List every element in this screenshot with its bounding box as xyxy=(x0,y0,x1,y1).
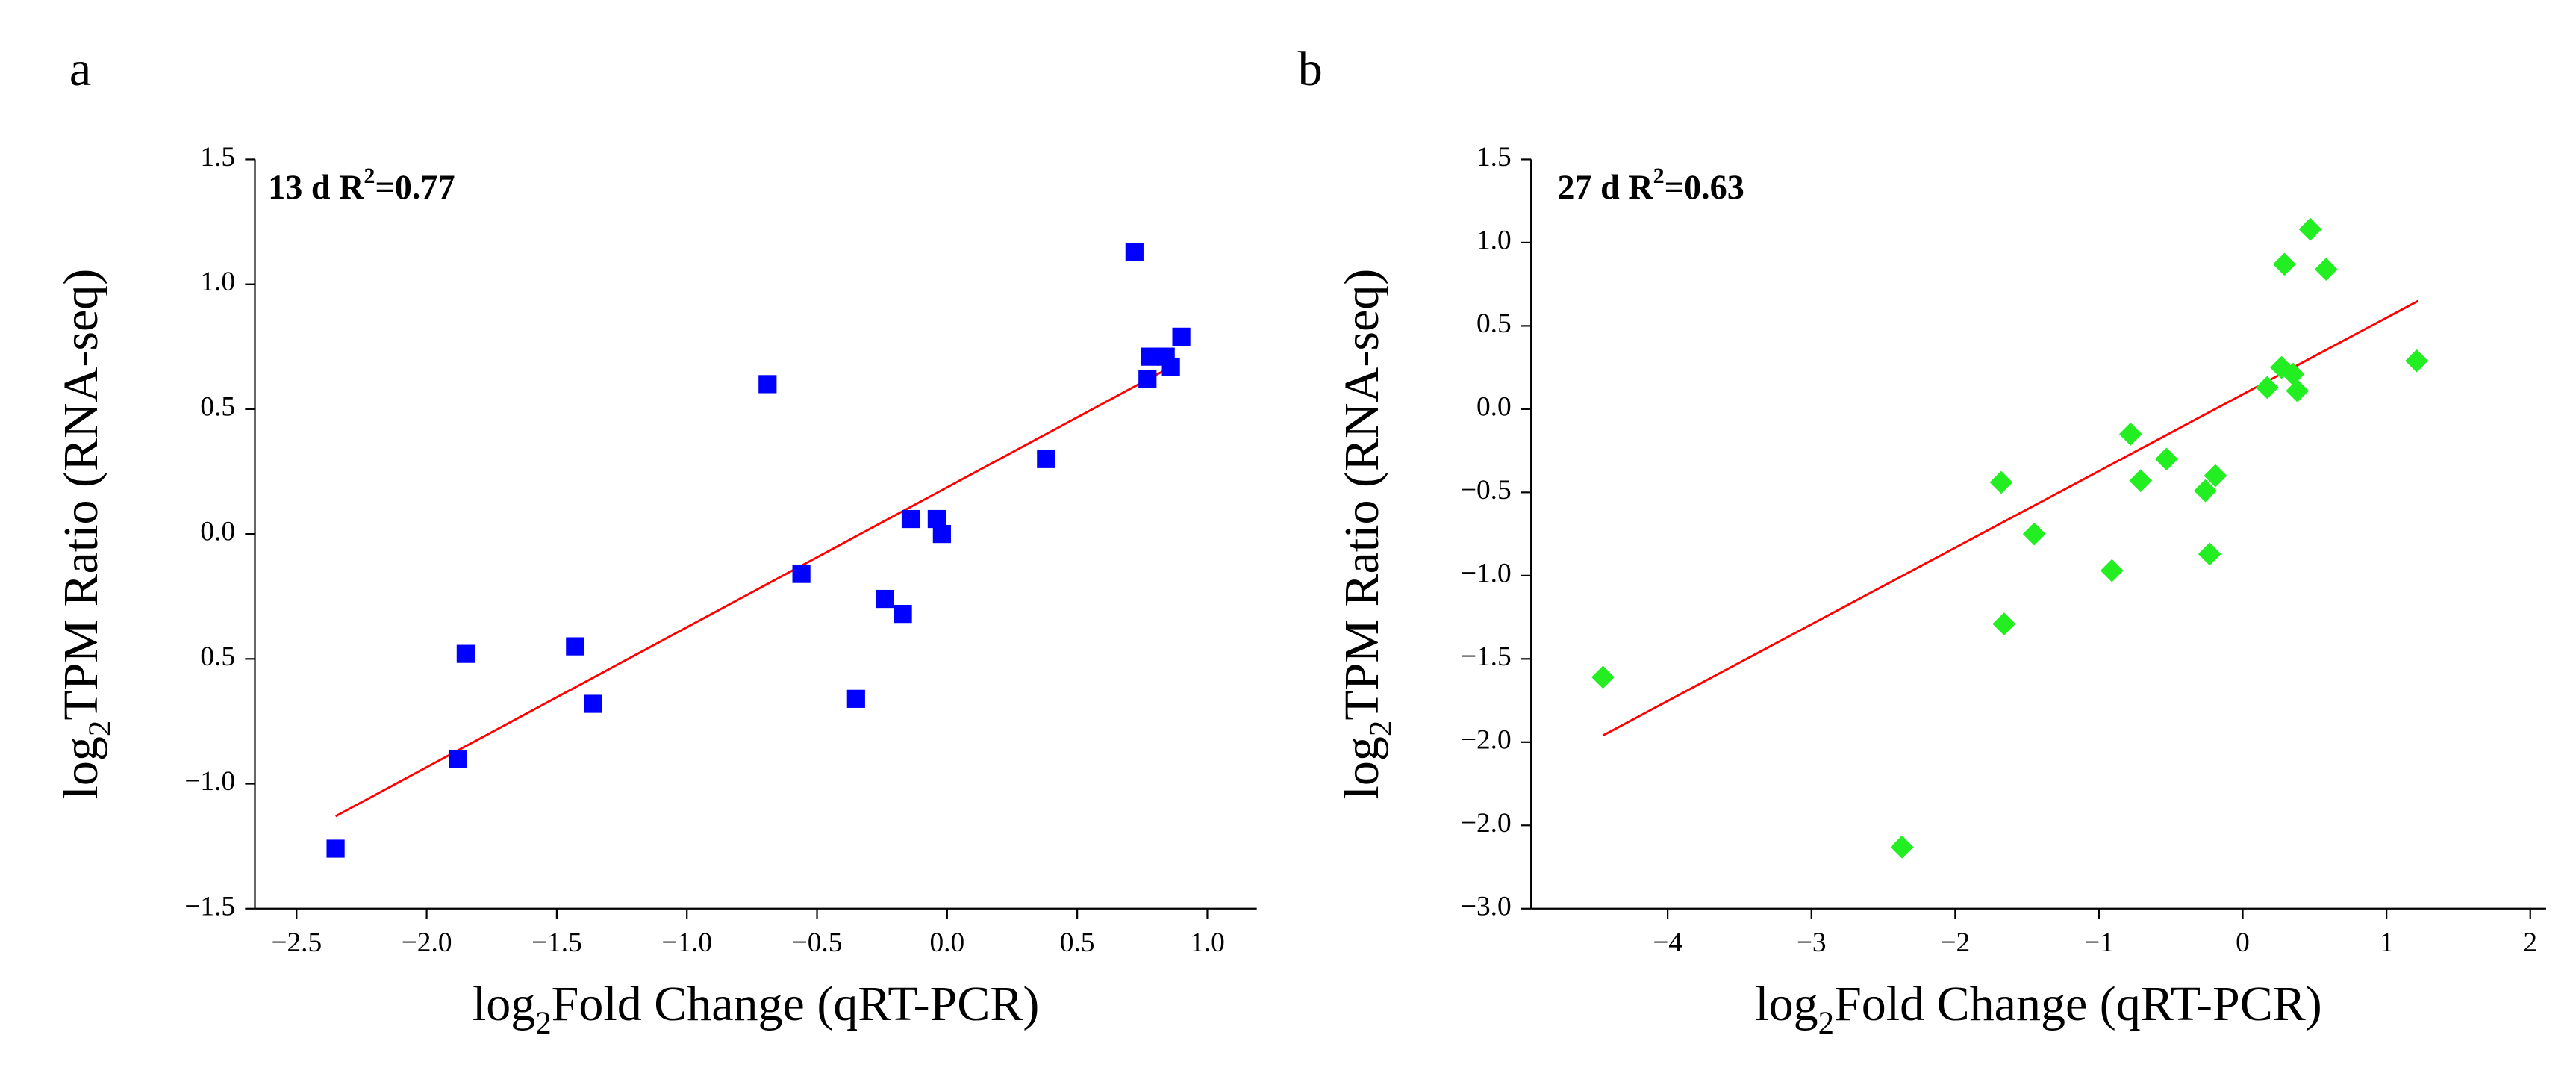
y-tick-label: −1.5 xyxy=(1461,641,1512,672)
chart-panel: b 1.5 1.0 0.5 0.0 −0.5 −1.0 −1.5 −2.0 −2.0 −3.0 −4 −… xyxy=(1298,42,2546,1041)
annotation-part: =0.77 xyxy=(375,168,455,206)
point xyxy=(1591,665,1615,689)
y-tick-label: −3.0 xyxy=(1461,891,1512,921)
y-axis-label-part: TPM Ratio (RNA-seq) xyxy=(54,269,108,721)
x-tick-label: −1.5 xyxy=(531,927,582,958)
x-axis-label-part: log xyxy=(1755,977,1818,1031)
annotation-part: 2 xyxy=(364,164,375,189)
point xyxy=(876,589,894,609)
annotation: 27 d R2=0.63 xyxy=(1557,164,1744,206)
point xyxy=(1138,370,1157,388)
x-tick-label: 1.0 xyxy=(1190,927,1225,958)
fit-line xyxy=(334,363,1177,818)
point xyxy=(1037,450,1055,468)
annotation-part: =0.63 xyxy=(1665,168,1744,206)
x-tick-label: −1 xyxy=(2084,927,2114,958)
x-axis-label-part: Fold Change (qRT-PCR) xyxy=(552,977,1040,1031)
panel-label: b xyxy=(1298,42,1323,96)
x-axis-label-part: 2 xyxy=(535,1006,551,1041)
point xyxy=(2022,522,2046,546)
point xyxy=(1161,357,1180,376)
point xyxy=(1172,327,1191,346)
annotation-part: 2 xyxy=(1653,164,1665,189)
x-tick-label: −3 xyxy=(1797,927,1827,958)
point xyxy=(1125,243,1144,261)
x-tick-label: 0.0 xyxy=(929,927,964,958)
y-tick-label: −1.0 xyxy=(1461,558,1512,588)
point xyxy=(2314,258,2338,281)
point xyxy=(846,689,865,708)
y-tick-label: −0.5 xyxy=(1461,475,1512,506)
point xyxy=(2155,447,2178,471)
point xyxy=(932,524,951,544)
y-tick-label: 1.0 xyxy=(1476,225,1512,255)
y-tick-label: 1.5 xyxy=(1476,142,1512,172)
x-axis-label-part: log xyxy=(473,977,535,1031)
y-tick-label: −1.0 xyxy=(184,766,235,797)
point xyxy=(2118,422,2142,446)
point xyxy=(2286,379,2310,402)
point xyxy=(584,694,602,713)
y-tick-label: −1.5 xyxy=(184,891,235,921)
y-axis-label: log2TPM Ratio (RNA-seq) xyxy=(54,269,118,800)
x-tick-label: 1 xyxy=(2380,927,2394,958)
y-axis-label-part: TPM Ratio (RNA-seq) xyxy=(1335,269,1389,721)
x-axis-label-part: Fold Change (qRT-PCR) xyxy=(1834,977,2322,1031)
point xyxy=(2281,362,2305,386)
x-axis-label: log2Fold Change (qRT-PCR) xyxy=(473,977,1039,1041)
y-tick-label: 0.5 xyxy=(200,391,235,422)
x-tick-label: −4 xyxy=(1653,927,1682,958)
y-tick-label: −2.0 xyxy=(1461,724,1512,755)
y-tick-label: 0.0 xyxy=(200,517,235,547)
point xyxy=(894,605,912,624)
point xyxy=(2198,542,2221,566)
point xyxy=(2255,376,2279,400)
x-axis-label: log2Fold Change (qRT-PCR) xyxy=(1755,977,2321,1041)
annotation-part: 27 d R xyxy=(1557,168,1653,206)
y-axis-label-part: log xyxy=(1335,736,1389,799)
y-tick-label: −2.0 xyxy=(1461,808,1512,839)
x-tick-label: −2.0 xyxy=(402,927,452,958)
x-tick-label: 0 xyxy=(2236,927,2250,958)
x-tick-label: −1.0 xyxy=(661,927,712,958)
y-axis-label-part: log xyxy=(54,736,108,799)
point xyxy=(792,565,811,583)
point xyxy=(2100,559,2124,582)
y-tick-label: 1.0 xyxy=(200,267,235,297)
x-tick-label: −2 xyxy=(1940,927,1970,958)
y-tick-label: 0.5 xyxy=(1476,308,1512,339)
annotation-part: 13 d R xyxy=(268,168,364,206)
x-tick-label: −2.5 xyxy=(271,927,322,958)
panel-label: a xyxy=(69,42,91,96)
y-tick-label: 0.0 xyxy=(1476,391,1512,422)
point xyxy=(2272,252,2296,276)
point xyxy=(2298,217,2322,241)
x-tick-label: −0.5 xyxy=(792,927,843,958)
point xyxy=(326,839,345,858)
chart-panel: a 1.5 1.0 0.5 0.0 0.5 −1.0 −1.5 −2.5 −2.0 −1.5 −1.0… xyxy=(54,42,1257,1041)
point xyxy=(1992,612,2016,635)
point xyxy=(449,749,467,768)
point xyxy=(1890,835,1914,859)
point xyxy=(2405,349,2428,373)
y-tick-label: 1.5 xyxy=(200,142,235,172)
point xyxy=(566,637,584,656)
y-axis-label: log2TPM Ratio (RNA-seq) xyxy=(1335,269,1399,800)
y-axis-label-part: 2 xyxy=(1364,721,1399,736)
x-tick-label: 0.5 xyxy=(1060,927,1095,958)
point xyxy=(901,509,920,529)
x-tick-label: 2 xyxy=(2523,927,2537,958)
y-axis-label-part: 2 xyxy=(83,721,118,736)
point xyxy=(2129,469,2153,493)
y-tick-label: 0.5 xyxy=(200,641,235,672)
x-axis-label-part: 2 xyxy=(1818,1006,1834,1041)
point xyxy=(1989,470,2013,494)
point xyxy=(456,644,475,663)
point xyxy=(758,375,777,394)
annotation: 13 d R2=0.77 xyxy=(268,164,455,206)
point xyxy=(1141,347,1159,366)
